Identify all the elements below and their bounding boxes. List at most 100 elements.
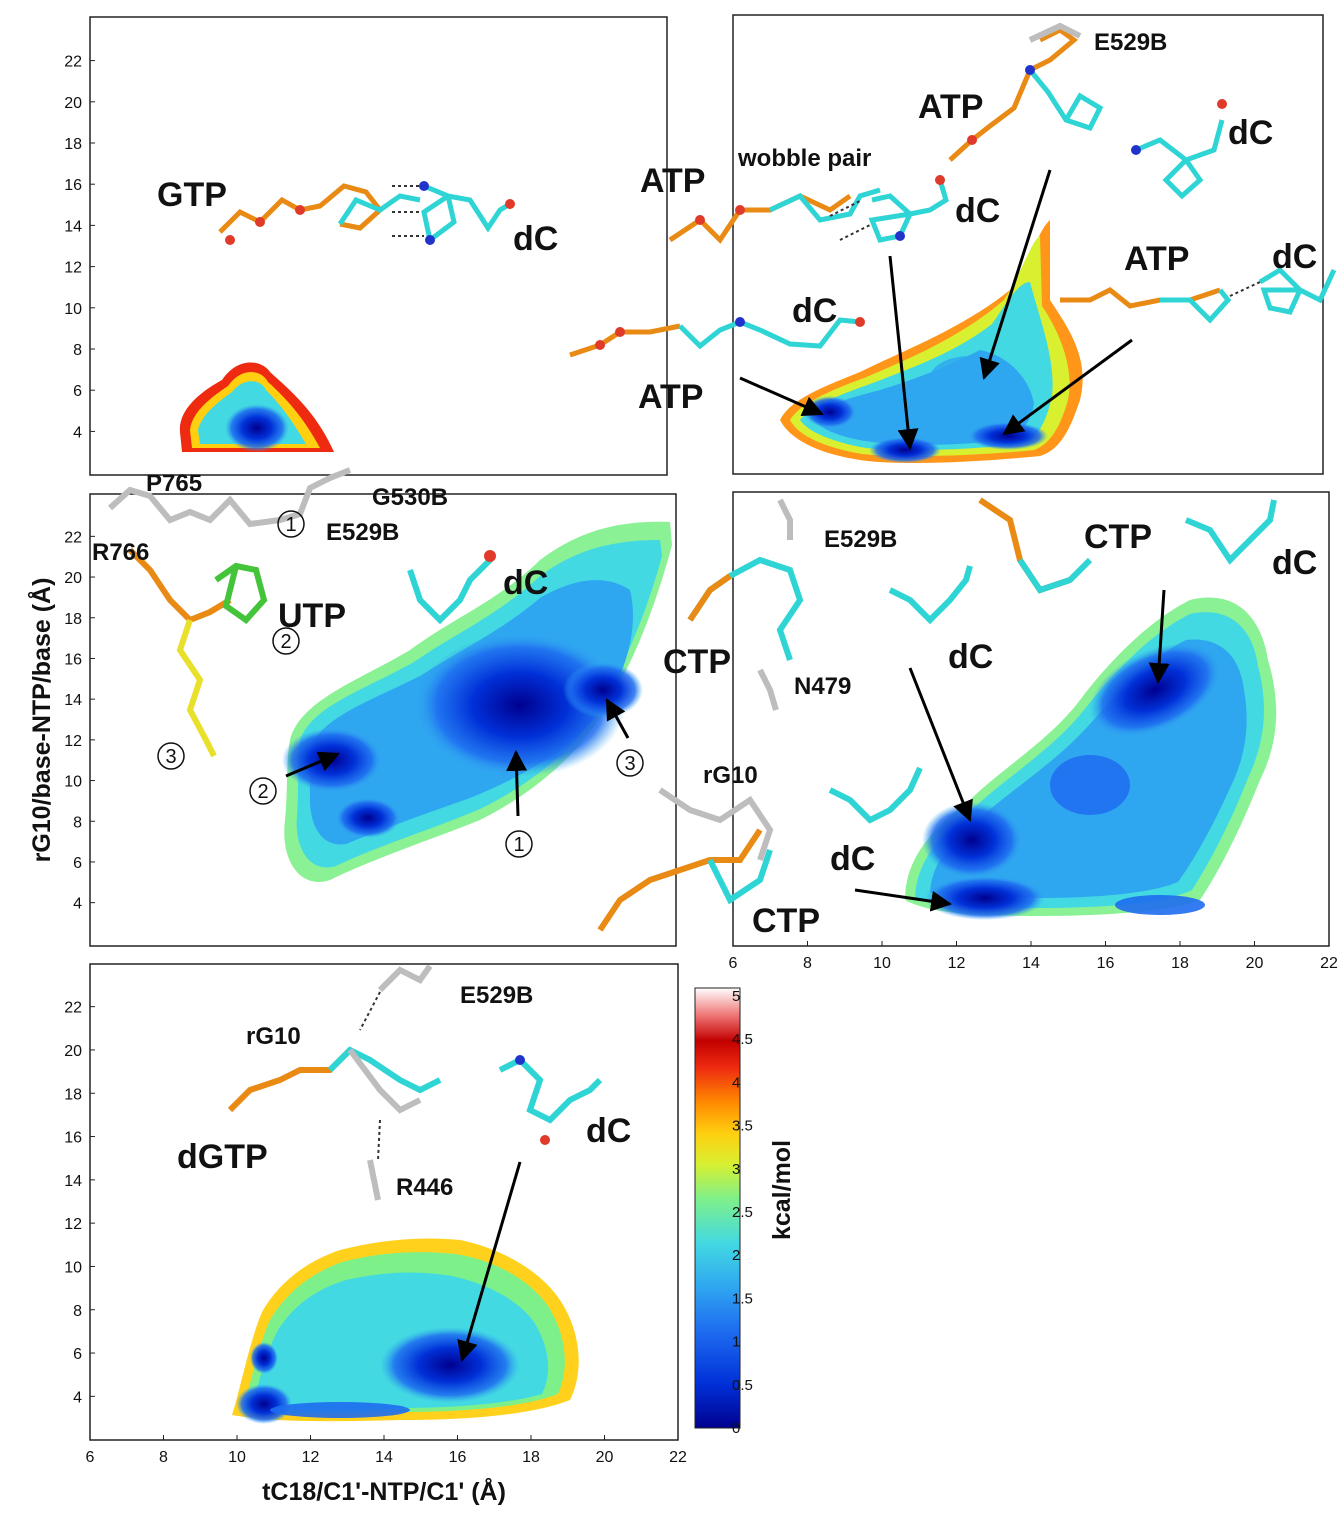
label-atp-right-dc: dC (1272, 238, 1317, 276)
colorbar-tick-label: 1 (732, 1334, 740, 1351)
x-tick-label: 22 (669, 1449, 687, 1466)
dgtp-yticks: 4 6 8 10 12 14 16 18 20 22 (64, 1000, 95, 1406)
y-tick-label: 20 (64, 95, 82, 112)
x-tick-label: 10 (873, 955, 891, 972)
colorbar-tick-label: 2.5 (732, 1204, 753, 1221)
label-ctp-top: CTP (1084, 518, 1152, 556)
label-atp-mid-dc: dC (792, 292, 837, 330)
label-atp-wobble-dc: dC (955, 192, 1000, 230)
label-p765: P765 (146, 470, 202, 497)
colorbar-tick-label: 5 (732, 988, 740, 1005)
colorbar-tick-label: 0.5 (732, 1377, 753, 1394)
x-tick-label: 18 (522, 1449, 540, 1466)
circle-num-2: 2 (257, 781, 268, 803)
colorbar-ticks: 0 0.5 1 1.5 2 2.5 3 3.5 4 4.5 5 (732, 988, 753, 1437)
y-tick-label: 16 (64, 651, 82, 668)
label-atp-e529b: E529B (1094, 29, 1167, 56)
label-dgtp-dc: dC (586, 1112, 631, 1150)
dgtp-xticks: 6 8 10 12 14 16 18 20 22 (86, 1435, 687, 1466)
y-tick-label: 16 (64, 1130, 82, 1147)
label-ctp-low: CTP (752, 902, 820, 940)
y-tick-label: 10 (64, 301, 82, 318)
y-tick-label: 8 (73, 1303, 82, 1320)
y-tick-label: 18 (64, 611, 82, 628)
label-ctp-top-dc: dC (1272, 544, 1317, 582)
colorbar-title: kcal/mol (768, 1140, 796, 1240)
y-tick-label: 20 (64, 1043, 82, 1060)
panel-gtp-frame (89, 16, 668, 476)
y-tick-label: 10 (64, 774, 82, 791)
x-tick-label: 6 (86, 1449, 95, 1466)
y-tick-label: 14 (64, 1173, 82, 1190)
x-tick-label: 20 (596, 1449, 614, 1466)
label-ctp-mid-dc: dC (948, 638, 993, 676)
x-tick-label: 14 (375, 1449, 393, 1466)
colorbar-tick-label: 4.5 (732, 1031, 753, 1048)
label-utp-e529b: E529B (326, 519, 399, 546)
label-ctp-low-dc: dC (830, 840, 875, 878)
y-tick-label: 4 (73, 1389, 82, 1406)
label-r446: R446 (396, 1174, 453, 1201)
colorbar-tick-label: 4 (732, 1074, 740, 1091)
y-tick-label: 22 (64, 529, 82, 546)
ctp-surface (905, 597, 1277, 920)
colorbar-tick-label: 1.5 (732, 1290, 753, 1307)
label-ctp-mid: CTP (663, 643, 731, 681)
label-gtp: GTP (157, 176, 227, 214)
panel-atp-frame (732, 14, 1324, 475)
y-tick-label: 10 (64, 1259, 82, 1276)
circle-num-3: 3 (624, 753, 635, 775)
x-tick-label: 8 (159, 1449, 168, 1466)
circle-num-3-top: 3 (165, 746, 176, 768)
x-tick-label: 12 (302, 1449, 320, 1466)
x-tick-label: 14 (1022, 955, 1040, 972)
y-tick-label: 8 (73, 814, 82, 831)
label-atp-mid: ATP (638, 378, 703, 416)
label-atp-right: ATP (1124, 240, 1189, 278)
label-n479: N479 (794, 673, 851, 700)
circle-num-1: 1 (513, 834, 524, 856)
x-tick-label: 18 (1171, 955, 1189, 972)
gtp-surface (179, 362, 334, 452)
y-tick-label: 16 (64, 177, 82, 194)
circle-num-2-top: 2 (280, 631, 291, 653)
label-atp-top-dc: dC (1228, 114, 1273, 152)
y-tick-label: 6 (73, 383, 82, 400)
arrows (285, 169, 1170, 1363)
x-tick-label: 16 (1097, 955, 1115, 972)
panel-utp-frame (89, 493, 677, 947)
colorbar-tick-label: 3.5 (732, 1118, 753, 1135)
label-dgtp: dGTP (177, 1138, 268, 1176)
y-tick-label: 12 (64, 260, 82, 277)
circle-num-1-top: 1 (285, 514, 296, 536)
y-tick-label: 12 (64, 733, 82, 750)
colorbar-tick-label: 2 (732, 1247, 740, 1264)
label-atp-wobble: ATP (640, 162, 705, 200)
colorbar-tick-label: 0 (732, 1420, 740, 1437)
x-tick-label: 8 (803, 955, 812, 972)
y-tick-label: 8 (73, 342, 82, 359)
label-ctp-rg10: rG10 (703, 762, 758, 789)
y-tick-label: 22 (64, 1000, 82, 1017)
label-gtp-dc: dC (513, 220, 558, 258)
label-wobble-pair: wobble pair (737, 145, 871, 172)
label-atp-top: ATP (918, 88, 983, 126)
colorbar-tick-label: 3 (732, 1161, 740, 1178)
gtp-yticks: 4 6 8 10 12 14 16 18 20 22 (64, 54, 95, 441)
y-tick-label: 4 (73, 424, 82, 441)
utp-yticks: 4 6 8 10 12 14 16 18 20 22 (64, 529, 95, 913)
x-tick-label: 6 (729, 955, 738, 972)
y-axis-title: rG10/base-NTP/base (Å) (27, 578, 56, 863)
circle-markers (157, 510, 644, 858)
colorbar (694, 987, 741, 1429)
label-dgtp-rg10: rG10 (246, 1023, 301, 1050)
x-tick-label: 10 (228, 1449, 246, 1466)
label-utp: UTP (278, 597, 346, 635)
label-ctp-e529b: E529B (824, 526, 897, 553)
utp-surface (282, 521, 672, 882)
y-tick-label: 6 (73, 855, 82, 872)
dgtp-surface (232, 1238, 579, 1424)
x-tick-label: 16 (449, 1449, 467, 1466)
x-tick-label: 22 (1320, 955, 1338, 972)
